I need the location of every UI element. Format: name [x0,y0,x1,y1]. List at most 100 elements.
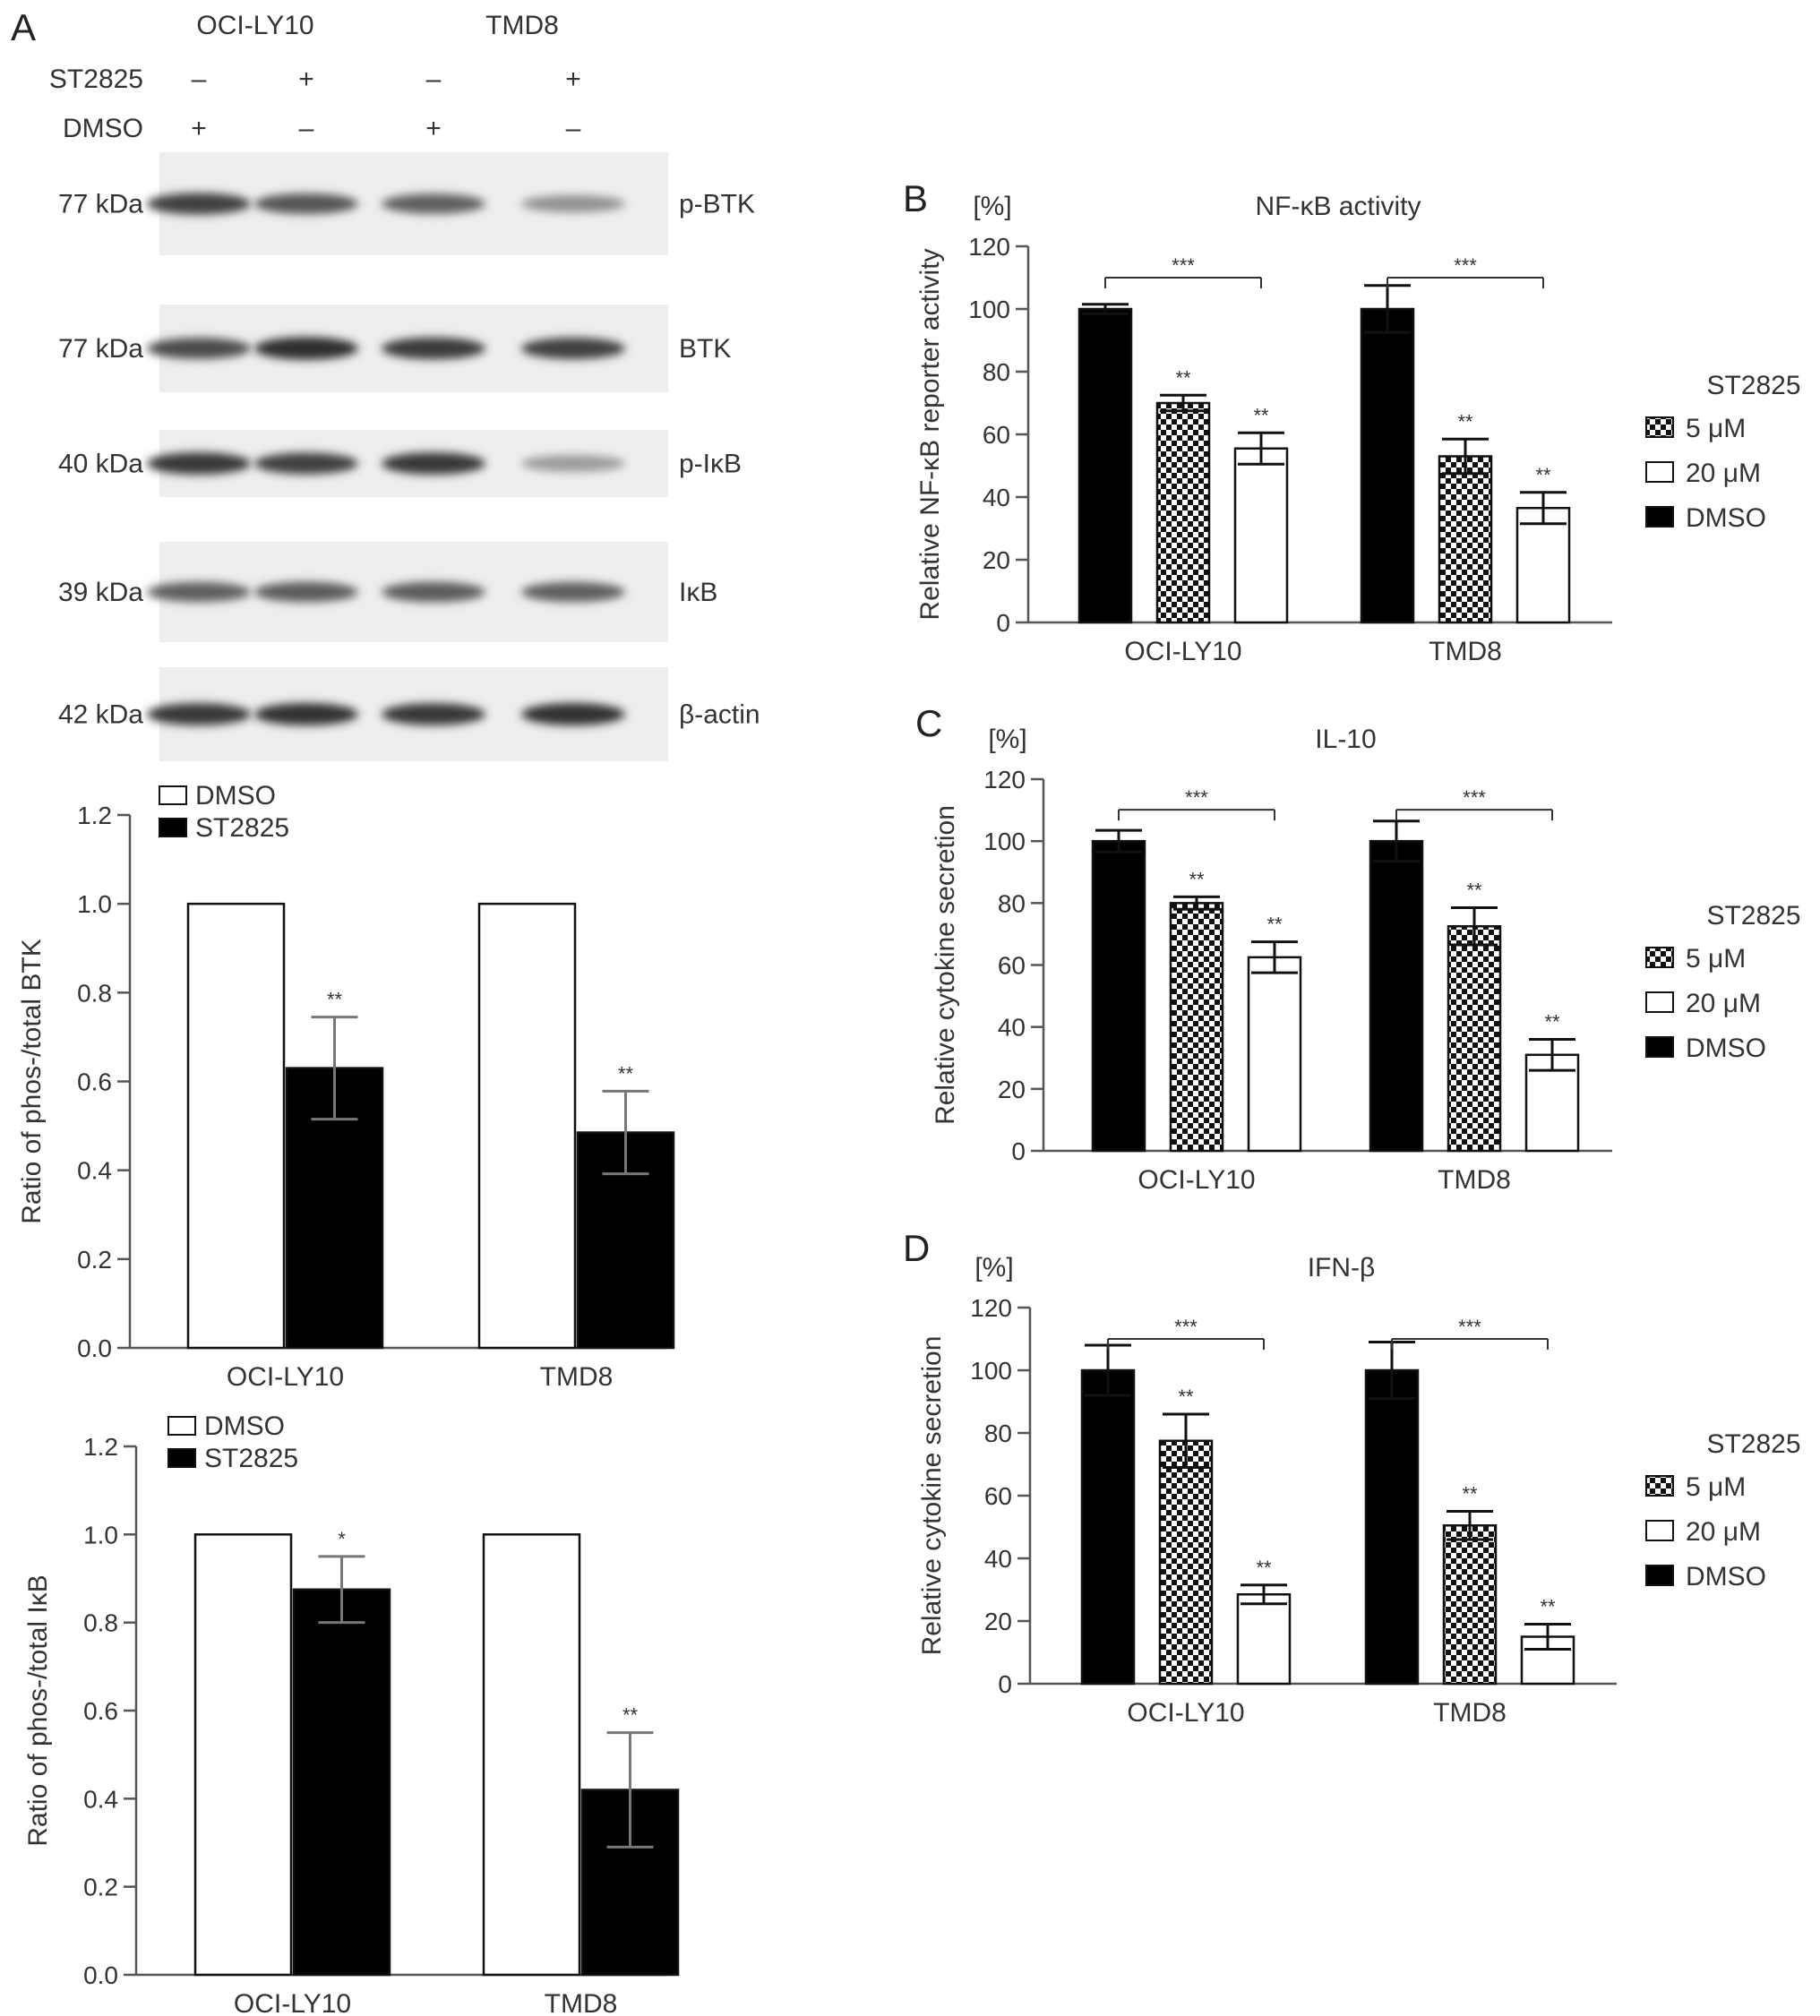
legend-label: ST2825 [204,1444,298,1473]
bar [1080,1368,1136,1686]
y-tick-label: 40 [998,1014,1026,1042]
x-category-label: OCI-LY10 [1138,1165,1255,1195]
y-tick-label: 80 [983,358,1010,386]
treatment-sign: – [192,64,207,94]
y-tick-label: 120 [970,1294,1012,1322]
blot-band [382,581,485,603]
bar [1091,839,1146,1153]
significance-label: ** [1178,1385,1194,1408]
bar [1236,1593,1292,1686]
y-tick-label: 1.2 [77,802,112,829]
treatment-sign: + [298,64,314,94]
bar [1360,307,1415,624]
significance-label: ** [1266,914,1283,936]
x-category-label: TMD8 [1438,1165,1511,1195]
treatment-sign: – [426,64,442,94]
blot-band [521,455,625,472]
unit-label: [%] [973,192,1011,221]
molecular-weight-label: 42 kDa [58,700,143,730]
y-tick-label: 0.8 [83,1609,118,1637]
bar [193,1533,293,1977]
blot-band [382,703,485,725]
legend-label: DMSO [1686,503,1766,533]
bar [1369,839,1424,1153]
blot-band [382,337,485,360]
y-axis-label: Relative NF-κB reporter activity [915,248,945,620]
blot-band [254,452,358,475]
bar [1515,507,1571,624]
x-category-label: OCI-LY10 [1124,637,1241,666]
x-category-label: TMD8 [545,1989,618,2016]
blot-band [147,452,251,475]
bar [1233,447,1289,624]
chart-title: NF-κB activity [1255,192,1421,221]
y-tick-label: 0.0 [77,1334,112,1362]
legend-swatch [167,1416,196,1436]
chart-title: IFN-β [1308,1253,1376,1283]
legend-label: DMSO [204,1411,285,1441]
significance-label: ** [622,1704,639,1727]
legend-label: 5 μM [1686,414,1746,443]
significance-label: ** [1256,1557,1272,1579]
y-tick-label: 0 [996,609,1010,637]
legend-label: 20 μM [1686,989,1761,1018]
y-tick-label: 0 [998,1670,1012,1698]
bar [1447,925,1502,1153]
significance-label: ** [327,989,343,1011]
bar [1155,401,1211,624]
legend-swatch [1645,991,1674,1013]
legend-label: 5 μM [1686,944,1746,974]
y-tick-label: 100 [983,828,1026,855]
unit-label: [%] [974,1253,1013,1283]
legend-swatch [159,818,187,837]
significance-label: ** [1535,464,1551,486]
bar [1169,902,1224,1153]
y-tick-label: 1.0 [77,890,112,918]
y-tick-label: 20 [983,546,1010,574]
panel-letter-b: B [903,177,928,219]
panel-letter-c: C [915,702,942,744]
legend-swatch [1645,416,1674,438]
y-tick-label: 0.2 [83,1874,118,1901]
protein-label: p-IκB [679,450,742,479]
bar [1442,1524,1498,1686]
legend-swatch [1645,461,1674,483]
significance-label: ** [618,1062,634,1085]
molecular-weight-label: 77 kDa [58,334,143,364]
blot-band [521,581,625,603]
y-tick-label: 60 [984,1482,1012,1510]
bar [482,1533,581,1977]
treatment-sign: – [566,114,581,143]
treatment-label: DMSO [63,114,143,143]
y-tick-label: 0.4 [83,1785,118,1813]
legend-label: DMSO [1686,1034,1766,1063]
comparison-label: *** [1174,1316,1198,1338]
treatment-sign: – [299,114,314,143]
blot-band [254,193,358,214]
legend-swatch [167,1448,196,1468]
legend-swatch [1645,1475,1674,1497]
bar [186,902,286,1350]
significance-label: ** [1462,1483,1478,1506]
x-category-label: OCI-LY10 [1127,1698,1244,1728]
protein-label: p-BTK [679,190,755,219]
panel-letter-d: D [903,1227,930,1269]
x-category-label: TMD8 [540,1362,614,1392]
molecular-weight-label: 40 kDa [58,450,143,479]
y-tick-label: 1.2 [83,1433,118,1461]
y-tick-label: 80 [984,1420,1012,1447]
unit-label: [%] [988,725,1026,754]
legend-label: 20 μM [1686,459,1761,488]
y-axis-label: Relative cytokine secretion [931,805,960,1125]
y-tick-label: 60 [998,952,1026,980]
legend-label: ST2825 [195,813,289,843]
blot-band [521,194,625,213]
legend-label: DMSO [1686,1562,1766,1591]
legend-title: ST2825 [1706,1429,1800,1459]
blot-band [147,338,251,359]
treatment-label: ST2825 [49,64,143,94]
figure-layer: A B C D OCI-LY10 TMD8 ST2825 – + – + DMSO + – + – 77 kDa… [11,6,1801,2016]
comparison-label: *** [1454,254,1477,277]
y-axis-label: Relative cytokine secretion [917,1336,947,1656]
